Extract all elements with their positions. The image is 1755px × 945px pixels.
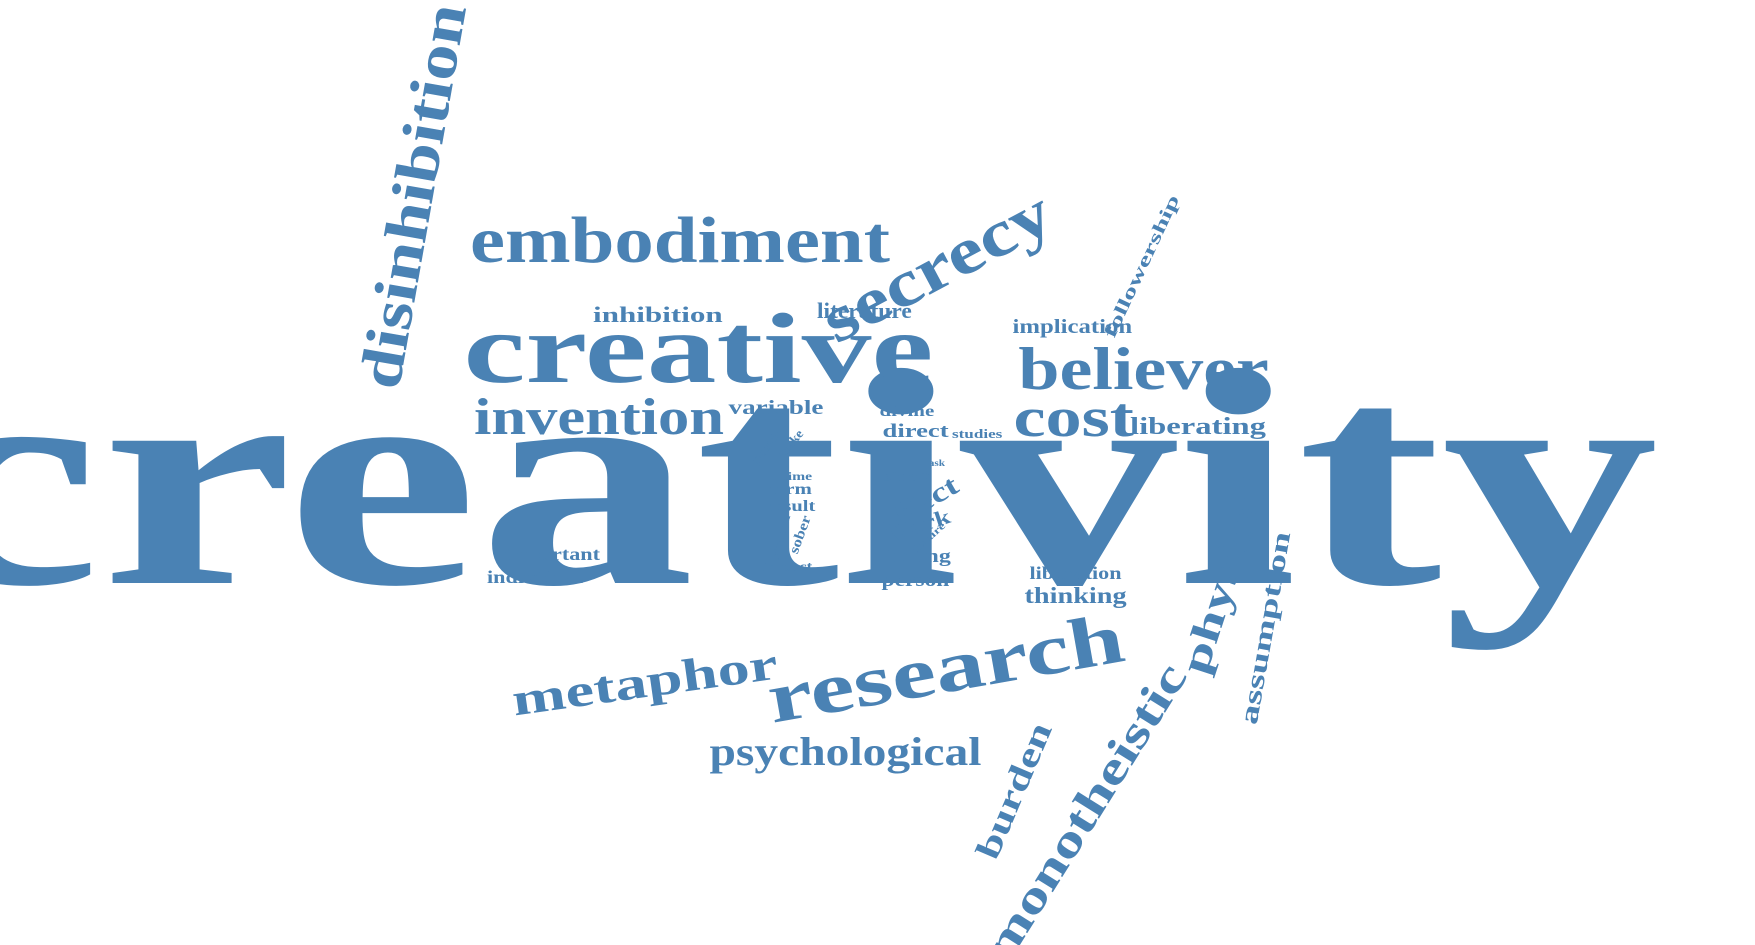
word-impact: impact (762, 560, 812, 575)
word-metaphor: metaphor (508, 637, 781, 726)
word-psychological: psychological (708, 729, 981, 774)
word-believer: believer (1017, 336, 1269, 402)
word-variable: variable (728, 397, 824, 419)
word-creative: creative (462, 293, 933, 404)
word-important: important (503, 544, 601, 564)
word-thinking: thinking (1023, 582, 1127, 608)
word-feeling: feeling (883, 545, 951, 567)
word-direct: direct (881, 420, 949, 442)
word-side: side (882, 468, 918, 485)
word-lift: lift (919, 472, 931, 481)
word-liberating: liberating (1130, 414, 1266, 440)
word-liberation: liberation (1028, 563, 1122, 583)
word-divine: divine (879, 403, 935, 420)
word-creativity: creativity (0, 308, 1658, 651)
word-invention: invention (473, 389, 725, 446)
word-individual: individual (486, 567, 584, 587)
word-inhibition: inhibition (593, 302, 723, 327)
word-literature: literature (816, 298, 912, 323)
word-task: task (924, 457, 946, 468)
word-term: term (768, 481, 812, 498)
word-implication: implication (1012, 316, 1132, 338)
word-person: person (881, 569, 949, 591)
word-time: time (782, 469, 812, 483)
word-cost: cost (1012, 387, 1134, 449)
word-embodiment: embodiment (470, 204, 890, 277)
word-result: result (765, 498, 815, 515)
word-studies: studies (951, 425, 1003, 441)
